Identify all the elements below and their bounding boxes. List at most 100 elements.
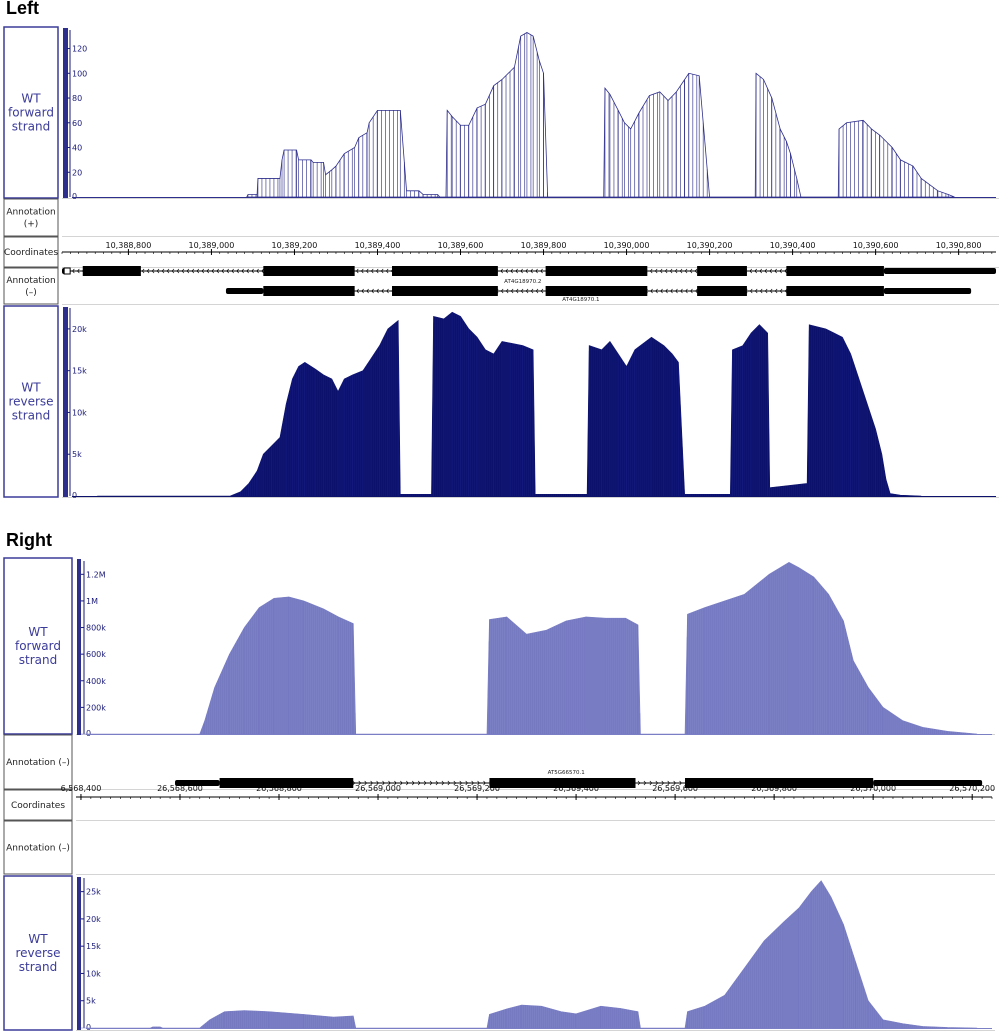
signal-chart: 20 40 60 80 100 120 0 [67, 30, 996, 201]
strand-arrow [161, 268, 165, 274]
strand-arrow [655, 780, 659, 786]
coordinate-tick-label: 26,568,800 [256, 784, 302, 793]
track-label: strand [19, 960, 57, 974]
signal-chart: 200k 400k 600k 800k 1M 1.2M 0 [80, 561, 992, 738]
strand-arrow [191, 268, 195, 274]
gene-exon [697, 286, 747, 296]
strand-arrow [365, 268, 369, 274]
signal-y-tick-label: 1M [86, 597, 98, 606]
strand-arrow [515, 268, 518, 274]
coordinate-tick-label: 10,389,600 [438, 241, 484, 250]
coordinate-tick-label: 26,569,000 [355, 784, 401, 793]
panel-left: WTforwardstrandAnnotation(+)CoordinatesA… [3, 26, 999, 500]
track-label: WT [28, 932, 48, 946]
coordinate-tick-label: 26,569,200 [454, 784, 500, 793]
strand-arrow [186, 268, 190, 274]
strand-arrow [749, 288, 753, 294]
strand-arrow [196, 268, 200, 274]
strand-arrow [665, 288, 668, 294]
track-label-box [3, 267, 59, 305]
strand-arrow [236, 268, 239, 274]
strand-arrow [774, 288, 778, 294]
track-label: Coordinates [4, 248, 58, 258]
track-label-box [3, 236, 59, 268]
track-label-box [3, 198, 59, 237]
strand-arrow [515, 288, 519, 294]
panel-title-left: Left [6, 0, 39, 18]
signal-chart: 5k 10k 15k 20k 25k 0 [80, 878, 992, 1032]
strand-arrow [500, 268, 503, 274]
strand-arrow [156, 268, 160, 274]
strand-arrow [535, 268, 538, 274]
strand-arrow [459, 780, 463, 786]
coordinate-tick-label: 10,388,800 [106, 241, 152, 250]
strand-arrow [447, 780, 451, 786]
track-label-box [3, 875, 73, 1031]
track-label: (–) [25, 288, 37, 298]
strand-arrow [510, 268, 513, 274]
track-label-box [3, 734, 73, 790]
coordinate-tick-label: 10,389,000 [189, 241, 235, 250]
strand-arrow [530, 288, 534, 294]
strand-arrow [759, 288, 763, 294]
track-label-box [3, 305, 59, 498]
gene-exon [263, 286, 355, 296]
coordinate-tick-label: 10,389,800 [521, 241, 567, 250]
coordinate-tick-label: 26,568,600 [157, 784, 203, 793]
track-color-bar [63, 307, 68, 497]
strand-arrow [360, 268, 364, 274]
strand-arrow [674, 268, 678, 274]
track-label: strand [12, 409, 50, 423]
coordinate-tick-label: 10,390,600 [853, 241, 899, 250]
signal-y-tick-label: 80 [72, 94, 82, 103]
coordinate-tick-label: 6,568,400 [61, 784, 102, 793]
track-label: Coordinates [11, 801, 65, 811]
strand-arrow [505, 288, 509, 294]
coordinate-tick-label: 10,390,200 [687, 241, 733, 250]
gene-exon [219, 778, 354, 788]
strand-arrow [694, 268, 698, 274]
track-label: Annotation [6, 276, 55, 286]
strand-arrow [423, 780, 427, 786]
coordinate-tick-label: 26,569,800 [751, 784, 797, 793]
strand-arrow [71, 268, 75, 274]
signal-y-tick-label: 10k [72, 408, 87, 417]
gene-exon [263, 266, 355, 276]
gene-model: AT5G66570.1 [175, 770, 983, 788]
strand-arrow [525, 268, 528, 274]
strand-arrow [151, 268, 155, 274]
gene-utr [873, 780, 983, 786]
strand-arrow [400, 780, 403, 786]
signal-y-tick-label: 400k [86, 677, 106, 686]
coordinate-tick-label: 10,389,400 [355, 241, 401, 250]
strand-arrow [779, 288, 783, 294]
track-label: Annotation [6, 208, 55, 218]
coordinate-tick-label: 10,390,400 [770, 241, 816, 250]
track-label: (+) [24, 220, 39, 230]
coordinate-tick-label: 10,390,800 [936, 241, 982, 250]
coordinate-tick-label: 26,569,400 [553, 784, 599, 793]
gene-exon [786, 266, 884, 276]
signal-y-tick-label: 5k [72, 450, 82, 459]
signal-y-tick-label: 800k [86, 624, 106, 633]
gene-model: AT4G18970.1 [225, 286, 972, 303]
strand-arrow [510, 288, 514, 294]
signal-y-tick-label: 0 [72, 491, 77, 500]
signal-y-tick-label: 600k [86, 650, 106, 659]
coordinate-tick-label: 26,570,200 [949, 784, 995, 793]
strand-arrow [231, 268, 234, 274]
signal-y-tick-label: 0 [86, 1023, 91, 1032]
strand-arrow [256, 268, 259, 274]
strand-arrow [370, 268, 374, 274]
signal-y-tick-label: 1.2M [86, 570, 106, 579]
signal-area [80, 561, 978, 735]
strand-arrow [679, 780, 682, 786]
strand-arrow [477, 780, 480, 786]
strand-arrow [764, 268, 767, 274]
gene-exon [545, 286, 648, 296]
signal-y-tick-label: 15k [72, 367, 87, 376]
strand-arrow [370, 780, 374, 786]
strand-arrow [251, 268, 254, 274]
strand-arrow [655, 288, 658, 294]
